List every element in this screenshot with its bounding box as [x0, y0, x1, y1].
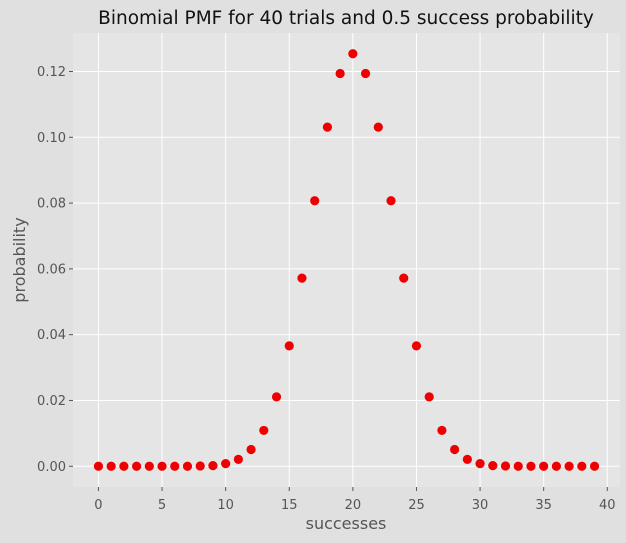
chart-title: Binomial PMF for 40 trials and 0.5 succe… [98, 8, 594, 29]
data-point [526, 461, 536, 471]
data-point [259, 425, 269, 436]
x-tick-label: 25 [408, 498, 425, 513]
data-point [411, 341, 422, 351]
data-point [170, 461, 180, 471]
x-tick-label: 15 [281, 498, 298, 513]
y-tick-label: 0.10 [37, 131, 66, 146]
data-point [221, 459, 231, 469]
data-point [577, 461, 587, 471]
data-point [271, 392, 282, 402]
y-tick-label: 0.06 [37, 262, 66, 277]
data-point [539, 461, 549, 471]
data-point [348, 49, 358, 59]
x-tick-label: 5 [158, 498, 166, 513]
x-axis-label: successes [306, 514, 387, 533]
data-point [462, 454, 472, 464]
data-point [450, 444, 460, 455]
data-point [500, 461, 511, 471]
data-point [513, 461, 523, 471]
y-tick-label: 0.12 [37, 65, 66, 80]
x-tick-label: 20 [345, 498, 362, 513]
data-point [182, 461, 193, 471]
data-point [475, 459, 485, 469]
data-point [297, 273, 307, 283]
data-point [310, 196, 320, 206]
data-point [93, 461, 104, 471]
y-tick-label: 0.08 [37, 197, 66, 212]
data-point [322, 122, 333, 132]
plot-area [73, 33, 620, 487]
data-point [284, 341, 294, 351]
data-point [208, 461, 218, 471]
x-tick-label: 10 [217, 498, 234, 513]
data-point [119, 461, 129, 471]
x-tick-label: 35 [535, 498, 552, 513]
axis-ticks: 0 5 10 15 20 25 30 35 40 0.00 0.02 0.04 0.06 0.08 0.10… [37, 65, 616, 513]
y-tick-label: 0.02 [37, 394, 66, 409]
y-tick-label: 0.00 [37, 460, 66, 475]
data-point [335, 68, 345, 79]
data-point [195, 461, 205, 471]
data-point [132, 461, 142, 471]
data-points [93, 49, 600, 471]
y-tick-label: 0.04 [37, 328, 66, 343]
data-point [437, 425, 447, 436]
data-point [233, 454, 243, 464]
data-point [424, 392, 434, 402]
data-point [360, 68, 371, 79]
data-point [144, 461, 154, 471]
data-point [246, 444, 256, 455]
data-point [564, 461, 574, 471]
data-point [157, 461, 167, 471]
x-tick-label: 0 [94, 498, 102, 513]
data-point [399, 273, 409, 283]
x-tick-label: 30 [472, 498, 489, 513]
y-axis-label: probability [10, 217, 29, 302]
data-point [106, 461, 116, 471]
data-point [488, 461, 498, 471]
data-point [386, 196, 396, 206]
data-point [551, 461, 561, 471]
data-point [589, 461, 600, 471]
x-tick-label: 40 [599, 498, 616, 513]
data-point [373, 122, 383, 132]
